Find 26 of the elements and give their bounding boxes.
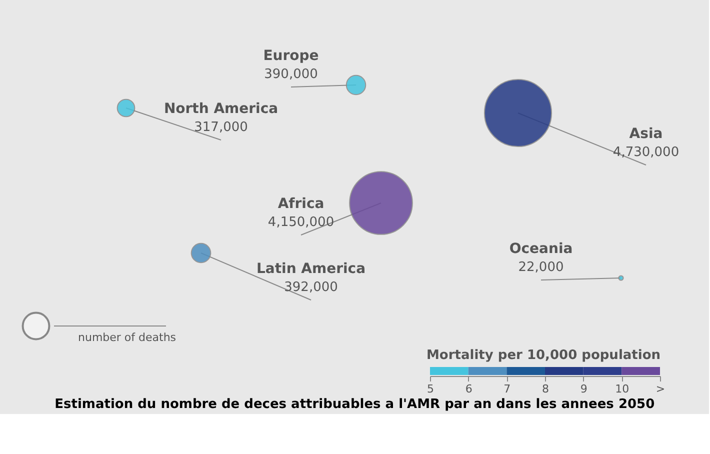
- category-label: Europe: [263, 48, 319, 64]
- category-label: Asia: [629, 126, 663, 142]
- data-label: 4,150,000: [268, 215, 334, 230]
- category-label: Africa: [278, 196, 324, 212]
- data-label: 390,000: [264, 67, 318, 82]
- bar: [468, 367, 507, 375]
- category-label: North America: [164, 101, 278, 117]
- x-tick-label: 5: [427, 382, 434, 396]
- category-label: Latin America: [256, 261, 366, 277]
- text: Estimation du nombre de deces attribuables a l'AMR par an dans les annees 2050: [54, 397, 655, 412]
- text: number of deaths: [78, 331, 176, 344]
- x-tick-label: 8: [542, 382, 549, 396]
- data-label: 392,000: [284, 280, 338, 295]
- x-tick-label: >: [656, 382, 666, 396]
- x-tick-label: 6: [465, 382, 472, 396]
- bar: [506, 367, 545, 375]
- data-label: 22,000: [518, 260, 564, 275]
- bar: [430, 367, 468, 375]
- data-label: 317,000: [194, 120, 248, 135]
- bar: [622, 367, 660, 375]
- x-tick-label: 9: [580, 382, 588, 396]
- data-label: 4,730,000: [612, 145, 680, 160]
- chart-title: Mortality per 10,000 population: [426, 348, 661, 363]
- x-tick-label: 10: [615, 382, 630, 396]
- category-label: Oceania: [509, 241, 573, 257]
- x-tick-label: 7: [504, 382, 511, 396]
